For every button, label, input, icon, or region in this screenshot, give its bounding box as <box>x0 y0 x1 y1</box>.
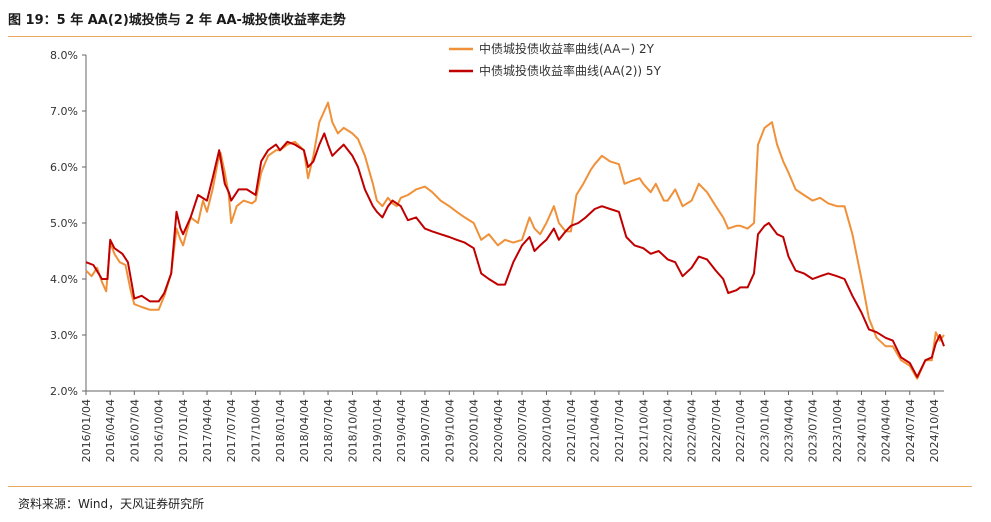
x-tick-label: 2018/04/04 <box>298 399 311 462</box>
x-tick-label: 2024/10/04 <box>928 399 941 462</box>
x-tick-label: 2021/04/04 <box>589 399 602 462</box>
legend-label-2: 中债城投债收益率曲线(AA(2)) 5Y <box>479 63 662 78</box>
x-tick-label: 2021/07/04 <box>613 399 626 462</box>
y-tick-label: 4.0% <box>50 273 78 286</box>
y-tick-label: 3.0% <box>50 329 78 342</box>
x-tick-label: 2024/04/04 <box>880 399 893 462</box>
x-tick-label: 2023/10/04 <box>831 399 844 462</box>
figure-title: 图 19：5 年 AA(2)城投债与 2 年 AA-城投债收益率走势 <box>8 13 346 28</box>
x-tick-label: 2018/10/04 <box>346 399 359 462</box>
series-line-1 <box>85 101 945 380</box>
x-tick-label: 2018/01/04 <box>274 399 287 462</box>
x-tick-label: 2024/07/04 <box>904 399 917 462</box>
x-tick-label: 2020/10/04 <box>540 399 553 462</box>
y-tick-label: 8.0% <box>50 49 78 62</box>
x-tick-label: 2016/04/04 <box>104 399 117 462</box>
x-tick-label: 2022/07/04 <box>710 399 723 462</box>
legend-label-1: 中债城投债收益率曲线(AA−) 2Y <box>479 41 655 56</box>
x-tick-label: 2016/01/04 <box>80 399 93 462</box>
x-tick-label: 2023/07/04 <box>807 399 820 462</box>
y-tick-label: 6.0% <box>50 161 78 174</box>
x-tick-label: 2022/10/04 <box>734 399 747 462</box>
x-tick-label: 2019/01/04 <box>371 399 384 462</box>
x-tick-label: 2020/07/04 <box>516 399 529 462</box>
title-divider <box>8 36 972 37</box>
footer-divider <box>8 486 972 487</box>
x-tick-label: 2019/07/04 <box>419 399 432 462</box>
y-tick-label: 5.0% <box>50 217 78 230</box>
x-tick-label: 2023/04/04 <box>782 399 795 462</box>
x-tick-label: 2016/07/04 <box>128 399 141 462</box>
x-tick-label: 2017/04/04 <box>201 399 214 462</box>
x-tick-label: 2022/04/04 <box>686 399 699 462</box>
x-tick-label: 2017/10/04 <box>250 399 263 462</box>
y-tick-label: 2.0% <box>50 385 78 398</box>
chart-axes: 2.0% 3.0% 4.0% 5.0% 6.0% 7.0% 8.0% 2016/01/04 20… <box>50 49 944 462</box>
x-tick-label: 2019/10/04 <box>443 399 456 462</box>
x-tick-label: 2020/01/04 <box>468 399 481 462</box>
x-tick-label: 2020/04/04 <box>492 399 505 462</box>
x-tick-label: 2021/01/04 <box>565 399 578 462</box>
x-tick-label: 2022/01/04 <box>662 399 675 462</box>
series-line-2 <box>85 132 945 378</box>
y-tick-label: 7.0% <box>50 105 78 118</box>
x-tick-label: 2023/01/04 <box>759 399 772 462</box>
source-note: 资料来源：Wind，天风证券研究所 <box>18 497 205 511</box>
chart-series <box>85 101 945 380</box>
x-tick-label: 2024/01/04 <box>855 399 868 462</box>
chart-legend: 中债城投债收益率曲线(AA−) 2Y 中债城投债收益率曲线(AA(2)) 5Y <box>449 41 662 78</box>
x-tick-label: 2019/04/04 <box>395 399 408 462</box>
x-tick-label: 2017/01/04 <box>177 399 190 462</box>
x-tick-label: 2016/10/04 <box>153 399 166 462</box>
x-tick-label: 2017/07/04 <box>225 399 238 462</box>
x-tick-label: 2021/10/04 <box>637 399 650 462</box>
x-tick-label: 2018/07/04 <box>322 399 335 462</box>
